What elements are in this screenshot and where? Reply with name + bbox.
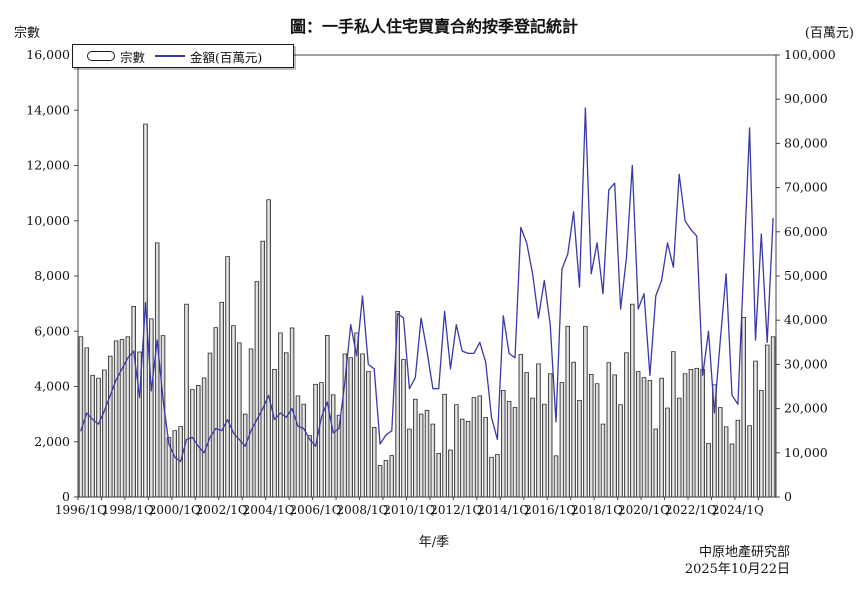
svg-text:8,000: 8,000 — [34, 268, 70, 283]
legend-item-cases: 宗數 — [87, 47, 145, 66]
svg-text:2022/1Q: 2022/1Q — [665, 503, 717, 517]
chart-title: 圖：一手私人住宅買賣合約按季登記統計 — [289, 17, 578, 36]
svg-text:2000/1Q: 2000/1Q — [149, 503, 201, 517]
svg-text:10,000: 10,000 — [26, 213, 70, 228]
svg-text:2010/1Q: 2010/1Q — [383, 503, 435, 517]
svg-text:2014/1Q: 2014/1Q — [477, 503, 529, 517]
svg-text:2020/1Q: 2020/1Q — [618, 503, 670, 517]
svg-text:2002/1Q: 2002/1Q — [196, 503, 248, 517]
svg-text:50,000: 50,000 — [784, 268, 828, 283]
svg-text:14,000: 14,000 — [26, 102, 70, 117]
svg-text:2018/1Q: 2018/1Q — [571, 503, 623, 517]
svg-text:2016/1Q: 2016/1Q — [524, 503, 576, 517]
svg-text:30,000: 30,000 — [784, 356, 828, 371]
chart-legend: 宗數 金額(百萬元) — [72, 44, 294, 68]
svg-text:60,000: 60,000 — [784, 224, 828, 239]
svg-text:70,000: 70,000 — [784, 180, 828, 195]
svg-text:100,000: 100,000 — [784, 47, 836, 62]
svg-text:2008/1Q: 2008/1Q — [336, 503, 388, 517]
svg-text:2004/1Q: 2004/1Q — [243, 503, 295, 517]
x-axis-title: 年/季 — [418, 535, 450, 550]
svg-text:12,000: 12,000 — [26, 158, 70, 173]
svg-text:0: 0 — [784, 489, 792, 504]
svg-text:10,000: 10,000 — [784, 445, 828, 460]
svg-text:4,000: 4,000 — [34, 379, 70, 394]
svg-text:80,000: 80,000 — [784, 135, 828, 150]
svg-text:1996/1Q: 1996/1Q — [55, 503, 107, 517]
svg-text:6,000: 6,000 — [34, 323, 70, 338]
legend-amount-label: 金額(百萬元) — [190, 49, 263, 65]
svg-text:20,000: 20,000 — [784, 401, 828, 416]
svg-text:0: 0 — [62, 489, 70, 504]
right-axis-unit-label: (百萬元) — [804, 26, 854, 41]
source-label: 中原地產研究部 — [698, 545, 790, 560]
legend-cases-label: 宗數 — [120, 49, 146, 65]
left-axis-unit-label: 宗數 — [14, 26, 41, 41]
svg-text:2024/1Q: 2024/1Q — [712, 503, 764, 517]
date-label: 2025年10月22日 — [684, 562, 790, 577]
svg-text:2012/1Q: 2012/1Q — [430, 503, 482, 517]
svg-text:1998/1Q: 1998/1Q — [102, 503, 154, 517]
svg-text:2,000: 2,000 — [34, 434, 70, 449]
svg-text:2006/1Q: 2006/1Q — [290, 503, 342, 517]
bar-series-swatch-icon — [87, 51, 115, 61]
svg-text:90,000: 90,000 — [784, 91, 828, 106]
svg-text:16,000: 16,000 — [26, 47, 70, 62]
line-series-swatch-icon — [155, 55, 186, 57]
svg-text:40,000: 40,000 — [784, 312, 828, 327]
legend-item-amount: 金額(百萬元) — [155, 47, 262, 66]
